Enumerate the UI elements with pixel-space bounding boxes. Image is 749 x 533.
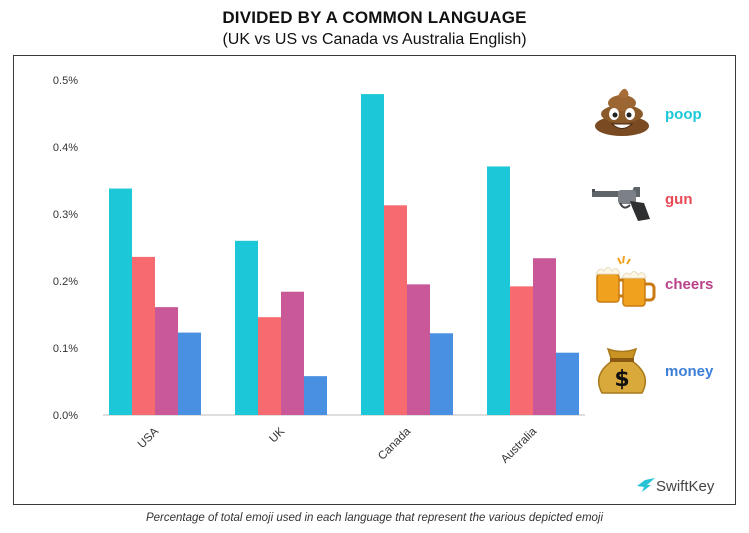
bar-poop-uk bbox=[235, 240, 258, 415]
bar-gun-canada bbox=[384, 205, 407, 415]
pistol-emoji-icon bbox=[592, 187, 650, 221]
bar-cheers-australia bbox=[533, 258, 556, 415]
y-tick-label: 0.3% bbox=[53, 209, 78, 221]
legend-label-money: money bbox=[665, 363, 714, 380]
x-tick-label: UK bbox=[267, 425, 287, 445]
bar-poop-australia bbox=[487, 166, 510, 415]
y-tick-label: 0.4% bbox=[53, 142, 78, 154]
bar-gun-uk bbox=[258, 317, 281, 415]
x-tick-label: USA bbox=[136, 425, 161, 450]
bar-money-australia bbox=[556, 352, 579, 415]
bar-cheers-uk bbox=[281, 291, 304, 415]
swiftkey-logo: SwiftKey bbox=[636, 477, 714, 495]
beer-mugs-emoji-icon bbox=[595, 255, 656, 307]
bar-poop-usa bbox=[109, 188, 132, 415]
chart-title: DIVIDED BY A COMMON LANGUAGE bbox=[222, 8, 527, 27]
y-tick-label: 0.1% bbox=[53, 343, 78, 355]
bar-gun-australia bbox=[510, 286, 533, 415]
bar-money-uk bbox=[304, 376, 327, 415]
y-tick-label: 0.2% bbox=[53, 276, 78, 288]
y-tick-label: 0.5% bbox=[53, 75, 78, 87]
bar-cheers-canada bbox=[407, 284, 430, 415]
brand-name: SwiftKey bbox=[656, 478, 715, 495]
chart-subtitle: (UK vs US vs Canada vs Australia English… bbox=[222, 31, 527, 48]
bar-money-canada bbox=[430, 333, 453, 415]
bar-gun-usa bbox=[132, 256, 155, 415]
legend-label-gun: gun bbox=[665, 191, 693, 208]
bar-cheers-usa bbox=[155, 307, 178, 415]
poop-emoji-icon bbox=[595, 88, 649, 136]
swiftkey-bird-icon bbox=[637, 478, 655, 492]
chart-caption: Percentage of total emoji used in each l… bbox=[145, 512, 604, 524]
legend-label-poop: poop bbox=[665, 106, 702, 123]
bar-poop-canada bbox=[361, 94, 384, 415]
bar-money-usa bbox=[178, 332, 201, 415]
y-tick-label: 0.0% bbox=[53, 410, 78, 422]
x-tick-label: Canada bbox=[376, 425, 413, 462]
svg-text:$: $ bbox=[614, 367, 629, 392]
chart-frame bbox=[13, 55, 736, 505]
x-tick-label: Australia bbox=[499, 425, 540, 466]
legend-label-cheers: cheers bbox=[665, 276, 713, 293]
money-bag-emoji-icon: $ bbox=[597, 347, 647, 394]
